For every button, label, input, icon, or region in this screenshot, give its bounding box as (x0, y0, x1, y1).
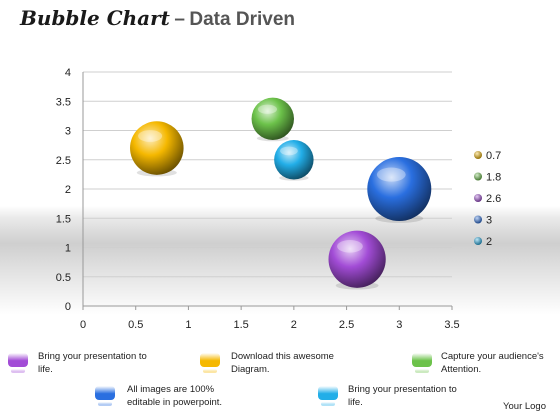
x-tick-label: 3 (396, 319, 402, 331)
x-tick-label: 1 (185, 319, 191, 331)
y-tick-label: 1.5 (56, 213, 71, 225)
note-text: Bring your presentation to life. (348, 384, 457, 408)
note-text: All images are 100% editable in powerpoi… (127, 384, 223, 408)
note-text: Capture your audience's Attention. (441, 351, 544, 375)
legend-label: 0.7 (486, 150, 501, 162)
legend-marker (474, 215, 482, 224)
bubble-2 (274, 140, 314, 180)
bubble-highlight (257, 104, 278, 114)
note-icon (412, 353, 432, 373)
title-script: Bubble Chart (20, 6, 170, 30)
note-text: Bring your presentation to life. (38, 351, 147, 375)
title-dash: – (174, 9, 185, 30)
bubble-3 (367, 157, 432, 221)
bubble-2.6 (328, 230, 386, 288)
x-tick-label: 0.5 (128, 319, 143, 331)
x-tick-label: 2.5 (339, 319, 354, 331)
bubble-highlight (337, 240, 363, 253)
y-tick-label: 2.5 (56, 155, 71, 167)
y-tick-label: 3.5 (56, 96, 71, 108)
x-tick-label: 2 (291, 319, 297, 331)
y-tick-label: 3 (65, 126, 71, 138)
note-icon (95, 386, 115, 406)
note-icon (318, 386, 338, 406)
note-icon (200, 353, 220, 373)
legend-marker (474, 237, 482, 245)
y-tick-label: 2 (65, 184, 71, 196)
legend-label: 2 (486, 236, 492, 248)
legend-label: 2.6 (486, 193, 501, 205)
x-tick-label: 1.5 (233, 319, 248, 331)
y-tick-label: 0.5 (56, 272, 71, 284)
chart-title: Bubble Chart – Data Driven (20, 6, 295, 31)
bubble-0.7 (130, 121, 184, 175)
bubble-highlight (138, 130, 163, 142)
x-tick-label: 3.5 (444, 319, 459, 331)
y-tick-label: 1 (65, 243, 71, 255)
x-tick-label: 0 (80, 319, 86, 331)
bubble-1.8 (251, 97, 294, 141)
y-tick-label: 0 (65, 301, 71, 313)
note-icon (8, 353, 28, 373)
footer-logo: Your Logo (503, 401, 546, 412)
note-text: Download this awesome Diagram. (231, 351, 334, 375)
legend-marker (474, 172, 482, 181)
bubble-highlight (376, 167, 406, 182)
title-subtitle: Data Driven (189, 9, 295, 30)
legend-marker (474, 194, 482, 202)
legend-label: 3 (486, 215, 492, 227)
legend-marker (474, 151, 482, 159)
legend-label: 1.8 (486, 172, 501, 184)
y-tick-label: 4 (65, 67, 71, 79)
bubble-highlight (280, 146, 298, 156)
